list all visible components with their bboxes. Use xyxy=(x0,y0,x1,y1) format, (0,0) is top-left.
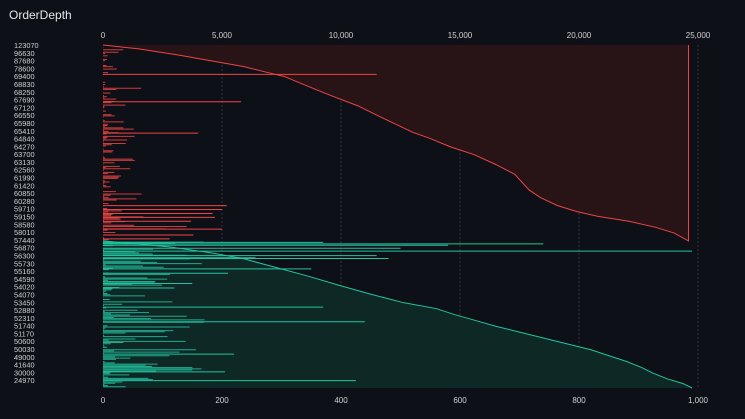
bottom-axis-tick-label: 1,000 xyxy=(688,396,709,405)
bottom-axis-tick-label: 400 xyxy=(334,396,348,405)
price-axis-label: 54070 xyxy=(14,290,35,299)
price-axis-label: 52880 xyxy=(14,306,35,315)
price-axis-label: 56870 xyxy=(14,244,35,253)
bid-depth-area xyxy=(103,240,693,388)
price-axis-label: 62560 xyxy=(14,166,35,175)
top-axis-tick-label: 20,000 xyxy=(567,31,592,40)
bottom-axis-tick-label: 200 xyxy=(215,396,229,405)
price-axis-label: 50600 xyxy=(14,337,35,346)
price-axis-label: 69400 xyxy=(14,72,35,81)
price-axis-label: 24970 xyxy=(14,376,35,385)
price-axis-label: 63700 xyxy=(14,150,35,159)
price-axis-label: 54590 xyxy=(14,275,35,284)
price-axis-label: 123070 xyxy=(14,41,39,50)
price-axis-label: 68250 xyxy=(14,88,35,97)
price-axis-label: 59710 xyxy=(14,205,35,214)
price-axis-label: 60850 xyxy=(14,189,35,198)
price-axis-label: 49000 xyxy=(14,353,35,362)
price-axis-label: 52310 xyxy=(14,314,35,323)
price-axis-label: 68830 xyxy=(14,80,35,89)
price-axis-label: 78600 xyxy=(14,64,35,73)
price-axis-label: 41640 xyxy=(14,361,35,370)
price-axis-label: 61420 xyxy=(14,181,35,190)
price-axis-label: 51740 xyxy=(14,322,35,331)
price-axis-label: 60280 xyxy=(14,197,35,206)
price-axis-label: 59150 xyxy=(14,213,35,222)
price-axis-label: 64840 xyxy=(14,135,35,144)
price-axis-label: 65410 xyxy=(14,127,35,136)
bottom-axis-tick-label: 600 xyxy=(453,396,467,405)
price-axis-label: 54020 xyxy=(14,283,35,292)
price-axis-label: 63130 xyxy=(14,158,35,167)
price-axis-label: 53450 xyxy=(14,298,35,307)
ask-depth-area xyxy=(103,45,689,241)
price-axis-label: 50030 xyxy=(14,345,35,354)
price-axis-label: 55730 xyxy=(14,259,35,268)
price-axis-label: 64270 xyxy=(14,142,35,151)
price-axis-label: 67690 xyxy=(14,96,35,105)
bid-depth-line xyxy=(102,240,693,389)
price-axis-label: 58010 xyxy=(14,228,35,237)
price-axis-label: 61990 xyxy=(14,174,35,183)
top-axis-tick-label: 0 xyxy=(101,31,106,40)
price-axis-label: 58580 xyxy=(14,220,35,229)
top-axis-tick-label: 10,000 xyxy=(329,31,354,40)
price-axis-label: 56300 xyxy=(14,251,35,260)
bottom-axis-tick-label: 0 xyxy=(101,396,106,405)
top-axis-tick-label: 5,000 xyxy=(212,31,233,40)
price-axis-label: 66550 xyxy=(14,111,35,120)
price-axis-label: 30000 xyxy=(14,368,35,377)
ask-depth-line xyxy=(102,44,689,242)
price-axis-label: 67120 xyxy=(14,103,35,112)
price-axis-label: 51170 xyxy=(14,329,34,338)
price-axis-label: 87680 xyxy=(14,57,35,66)
price-axis-label: 96630 xyxy=(14,49,35,58)
price-axis-label: 57440 xyxy=(14,236,35,245)
top-axis-tick-label: 25,000 xyxy=(686,31,711,40)
bottom-axis-tick-label: 800 xyxy=(572,396,586,405)
price-axis-label: 65980 xyxy=(14,119,35,128)
price-axis-label: 55160 xyxy=(14,267,35,276)
top-axis-tick-label: 15,000 xyxy=(448,31,473,40)
chart-title: OrderDepth xyxy=(9,8,72,22)
